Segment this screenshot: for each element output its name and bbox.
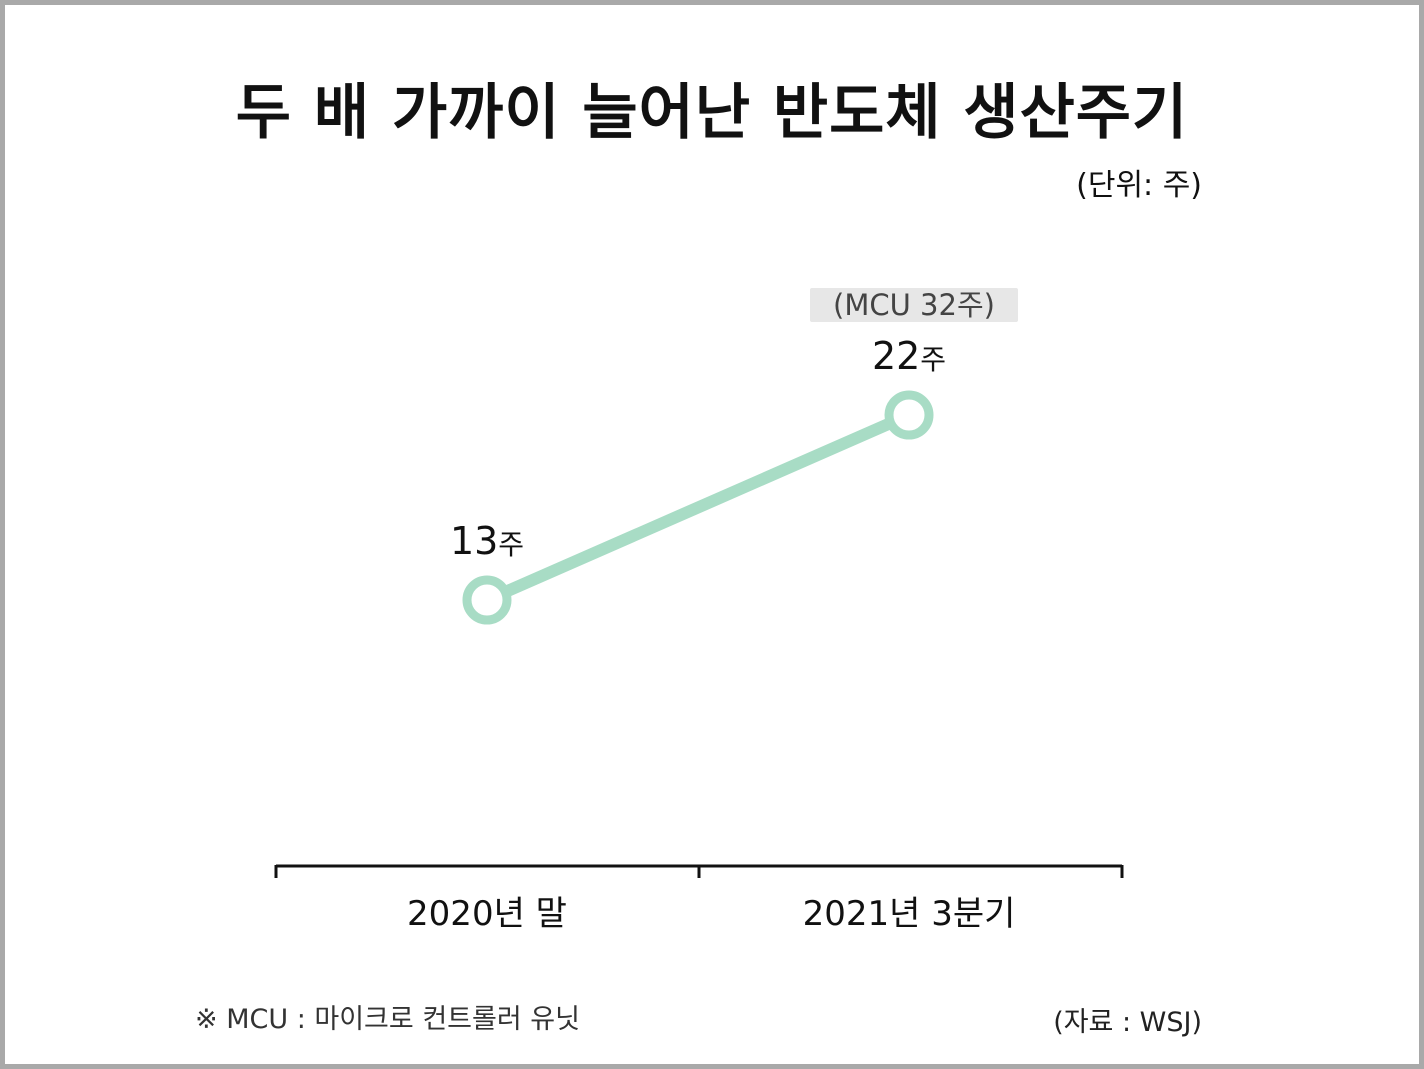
value-label: 13주 — [450, 519, 524, 563]
footnote: ※ MCU : 마이크로 컨트롤러 유닛 — [195, 1004, 580, 1035]
data-point — [884, 390, 934, 440]
x-axis: 2020년 말 2021년 3분기 — [274, 864, 1124, 934]
value-label: 22주 — [872, 334, 946, 378]
annotation-highlight — [810, 288, 1018, 322]
series-line — [481, 409, 915, 606]
data-point — [462, 575, 512, 625]
source-label: (자료 : WSJ) — [1053, 1007, 1202, 1038]
value-labels: 13주 22주 — [450, 334, 946, 563]
unit-label: (단위: 주) — [1076, 168, 1202, 203]
chart-title: 두 배 가까이 늘어난 반도체 생산주기 — [235, 78, 1189, 148]
x-tick-label: 2020년 말 — [407, 894, 567, 934]
annotation-note: (MCU 32주) — [833, 288, 995, 322]
x-tick-label: 2021년 3분기 — [803, 894, 1016, 934]
series-line-layer — [481, 409, 915, 606]
series-points — [462, 390, 934, 625]
